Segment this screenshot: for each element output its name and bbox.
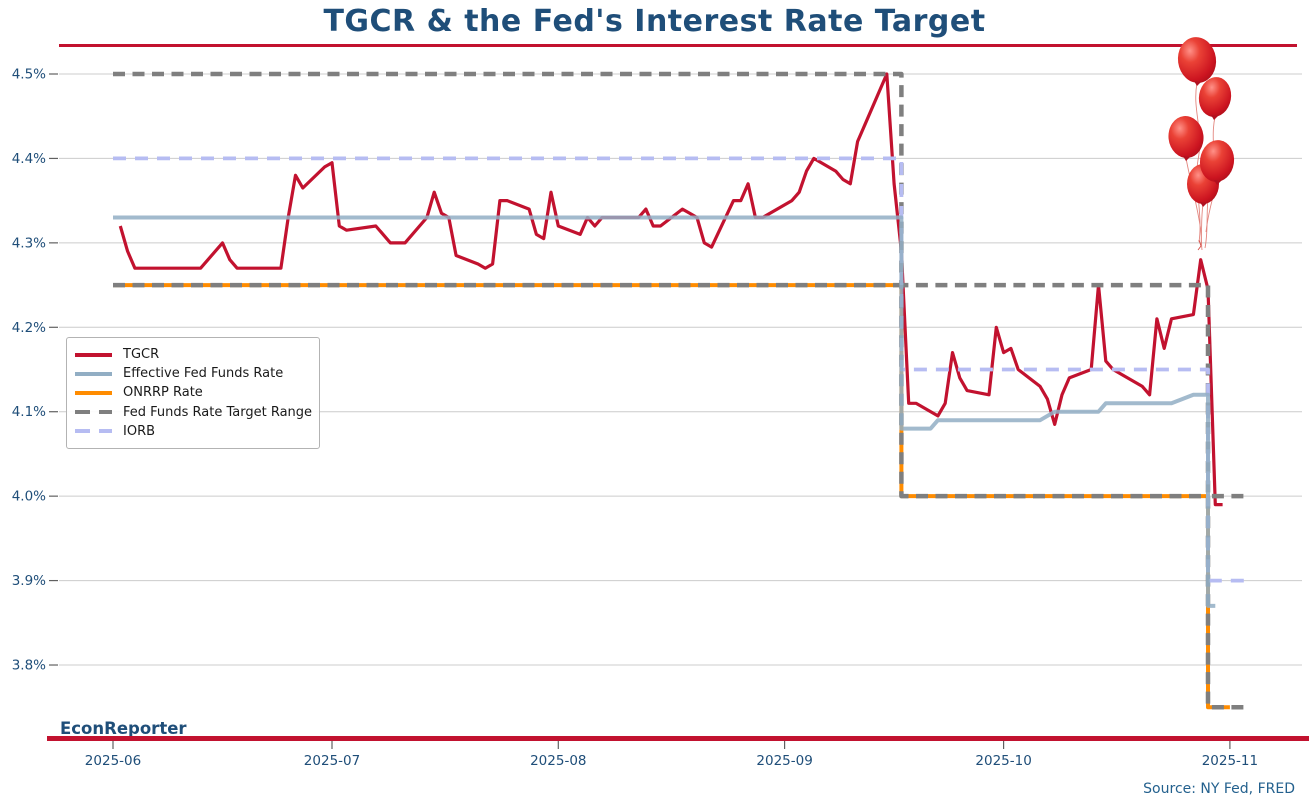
y-tick-label: 4.0% (12, 489, 46, 505)
legend-item: ONRRP Rate (75, 383, 309, 402)
series-lines (113, 71, 1252, 710)
y-tick-label: 3.8% (12, 658, 46, 674)
legend-item: Fed Funds Rate Target Range (75, 403, 313, 422)
legend-box: TGCR Effective Fed Funds Rate ONRRP Rate Fe… (66, 337, 320, 449)
legend-swatch-iorb (75, 429, 112, 434)
x-tick-label: 2025-06 (85, 753, 141, 769)
top-divider-line (59, 44, 1297, 47)
balloon (1199, 140, 1235, 182)
x-tick-label: 2025-09 (756, 753, 812, 769)
balloon-knot (1194, 81, 1201, 86)
balloon-cluster (1168, 37, 1235, 207)
series-line-iorb (113, 156, 1252, 583)
legend-label: IORB (123, 423, 156, 439)
balloon-knot (1211, 115, 1218, 120)
balloon (1177, 37, 1217, 83)
legend-label: TGCR (123, 347, 160, 363)
legend-swatch-effr (75, 371, 112, 376)
y-tick-label: 4.2% (12, 320, 46, 336)
bottom-divider-line (47, 736, 1309, 741)
axis-ticks-and-labels: 4.5% 4.4% 4.3% 4.2% 4.1% 4.0% 3.9% 3.8% 2025-06 2… (12, 67, 1258, 770)
legend-label: Fed Funds Rate Target Range (123, 404, 313, 420)
balloons-decoration (1168, 37, 1235, 251)
legend-label: Effective Fed Funds Rate (123, 366, 284, 382)
balloon (1168, 116, 1204, 158)
y-tick-label: 4.1% (12, 404, 46, 420)
legend-swatch-tgcr (75, 352, 112, 357)
balloon-knot (1183, 156, 1190, 161)
brand-watermark: EconReporter (60, 719, 187, 738)
chart-title: TGCR & the Fed's Interest Rate Target (323, 4, 986, 39)
x-tick-label: 2025-11 (1202, 753, 1258, 769)
legend-item: Effective Fed Funds Rate (75, 364, 309, 383)
y-tick-label: 4.3% (12, 235, 46, 251)
x-tick-label: 2025-07 (304, 753, 360, 769)
series-line-target_lower (113, 282, 1245, 710)
legend-item: IORB (75, 422, 309, 441)
source-attribution: Source: NY Fed, FRED (1143, 781, 1295, 797)
legend-swatch-target_upper (75, 410, 112, 415)
legend-label: ONRRP Rate (123, 385, 203, 401)
gridlines (59, 73, 1302, 666)
x-tick-label: 2025-08 (530, 753, 586, 769)
series-line-target_upper (113, 71, 1245, 499)
x-tick-label: 2025-10 (975, 753, 1031, 769)
balloon-knot (1200, 202, 1207, 207)
legend-item: TGCR (75, 345, 309, 364)
y-tick-label: 4.4% (12, 151, 46, 167)
series-line-effr (113, 215, 1216, 608)
legend-swatch-onrrp (75, 390, 112, 395)
y-tick-label: 3.9% (12, 573, 46, 589)
y-tick-label: 4.5% (12, 67, 46, 83)
balloon-knot (1214, 180, 1221, 185)
balloon (1198, 77, 1232, 117)
